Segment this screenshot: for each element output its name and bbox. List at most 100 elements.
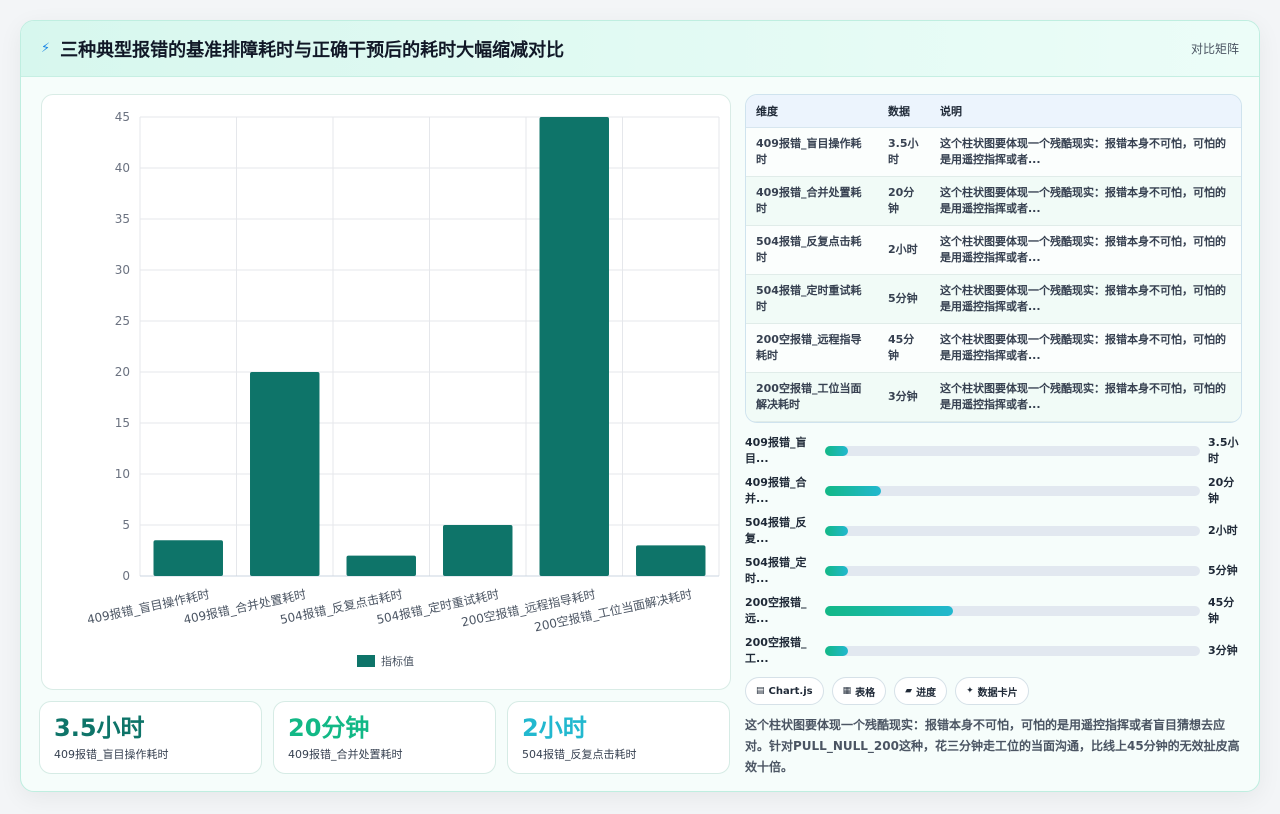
cell-description: 这个柱状图要体现一个残酷现实：报错本身不可怕，可怕的是用遥控指挥或者...	[930, 372, 1241, 422]
bar-chart-panel: 0 5 10 15 20 25 30 35 40 45 409报错_盲目操作耗时 409报错_合并处置…	[41, 94, 731, 690]
progress-track	[825, 486, 1200, 496]
legend-label: 指标值	[381, 654, 414, 668]
cell-data: 2小时	[878, 225, 930, 275]
progress-track	[825, 646, 1200, 656]
y-tick-label: 5	[122, 518, 130, 532]
cell-data: 3.5小时	[878, 127, 930, 177]
table-row: 200空报错_远程指导耗时 45分钟 这个柱状图要体现一个残酷现实：报错本身不可…	[746, 323, 1241, 373]
progress-label: 504报错_定时...	[745, 556, 807, 585]
progress-value: 20分钟	[1208, 476, 1235, 505]
progress-fill	[825, 486, 882, 496]
cell-dimension: 504报错_定时重试耗时	[746, 274, 878, 324]
progress-list: 409报错_盲目... 3.5小时 409报错_合并... 20分钟 504报错…	[745, 431, 1242, 671]
cell-dimension: 200空报错_远程指导耗时	[746, 323, 878, 373]
progress-value: 45分钟	[1208, 596, 1235, 625]
stat-value: 20分钟	[288, 714, 370, 742]
page-title: 三种典型报错的基准排障耗时与正确干预后的耗时大幅缩减对比	[60, 39, 565, 61]
x-tick-label: 200空报错_工位当面解决耗时	[533, 586, 694, 634]
sparkle-icon: ✦	[966, 686, 974, 696]
column-header: 维度	[746, 95, 878, 128]
cell-data: 5分钟	[878, 274, 930, 324]
y-tick-label: 40	[115, 161, 130, 175]
legend-swatch	[357, 655, 375, 667]
y-tick-label: 15	[115, 416, 130, 430]
column-header: 说明	[930, 95, 1241, 128]
progress-value: 5分钟	[1208, 564, 1238, 577]
y-tick-label: 20	[115, 365, 130, 379]
cell-description: 这个柱状图要体现一个残酷现实：报错本身不可怕，可怕的是用遥控指挥或者...	[930, 323, 1241, 373]
table-row: 504报错_定时重试耗时 5分钟 这个柱状图要体现一个残酷现实：报错本身不可怕，…	[746, 274, 1241, 324]
stat-label: 409报错_盲目操作耗时	[54, 748, 169, 761]
lightning-icon: ⚡	[41, 41, 51, 56]
progress-row: 504报错_反复... 2小时	[745, 511, 1242, 551]
cell-data: 20分钟	[878, 176, 930, 226]
chip-label: 数据卡片	[977, 687, 1018, 699]
progress-row: 200空报错_远... 45分钟	[745, 591, 1242, 631]
y-tick-label: 10	[115, 467, 130, 481]
bar	[153, 540, 223, 576]
table-header-row: 维度 数据 说明	[746, 95, 1241, 128]
cell-data: 45分钟	[878, 323, 930, 373]
progress-label: 200空报错_远...	[745, 596, 807, 625]
chip-label: 进度	[916, 687, 937, 699]
column-header: 数据	[878, 95, 930, 128]
stat-card: 3.5小时 409报错_盲目操作耗时	[39, 701, 262, 774]
cell-description: 这个柱状图要体现一个残酷现实：报错本身不可怕，可怕的是用遥控指挥或者...	[930, 127, 1241, 177]
chip-label: 表格	[855, 687, 876, 699]
progress-track	[825, 526, 1200, 536]
progress-row: 409报错_盲目... 3.5小时	[745, 431, 1242, 471]
progress-row: 409报错_合并... 20分钟	[745, 471, 1242, 511]
stat-card: 20分钟 409报错_合并处置耗时	[273, 701, 496, 774]
progress-fill	[825, 446, 848, 456]
bar	[346, 555, 416, 576]
progress-icon: ▰	[905, 686, 913, 696]
y-tick-label: 35	[115, 212, 130, 226]
progress-label: 409报错_盲目...	[745, 436, 807, 465]
bar	[539, 117, 609, 576]
chip-chartjs[interactable]: ▤ Chart.js	[745, 677, 824, 705]
progress-fill	[825, 646, 848, 656]
progress-label: 200空报错_工...	[745, 636, 807, 665]
header-tag: 对比矩阵	[1190, 42, 1239, 56]
table-row: 409报错_盲目操作耗时 3.5小时 这个柱状图要体现一个残酷现实：报错本身不可…	[746, 127, 1241, 177]
cell-dimension: 409报错_盲目操作耗时	[746, 127, 878, 177]
stat-label: 409报错_合并处置耗时	[288, 748, 403, 761]
table-icon: ▦	[842, 686, 852, 696]
table-row: 504报错_反复点击耗时 2小时 这个柱状图要体现一个残酷现实：报错本身不可怕，…	[746, 225, 1241, 275]
cell-dimension: 504报错_反复点击耗时	[746, 225, 878, 275]
summary-note: 这个柱状图要体现一个残酷现实：报错本身不可怕，可怕的是用遥控指挥或者盲目猜想去应…	[745, 718, 1240, 774]
progress-track	[825, 566, 1200, 576]
cell-description: 这个柱状图要体现一个残酷现实：报错本身不可怕，可怕的是用遥控指挥或者...	[930, 225, 1241, 275]
chip-data-cards[interactable]: ✦ 数据卡片	[955, 677, 1029, 705]
chart-icon: ▤	[756, 686, 765, 696]
cell-dimension: 200空报错_工位当面解决耗时	[746, 372, 878, 422]
dashboard-card: ⚡ 三种典型报错的基准排障耗时与正确干预后的耗时大幅缩减对比 对比矩阵 0 5 10…	[20, 20, 1260, 792]
progress-row: 200空报错_工... 3分钟	[745, 631, 1242, 671]
table-row: 200空报错_工位当面解决耗时 3分钟 这个柱状图要体现一个残酷现实：报错本身不…	[746, 372, 1241, 422]
y-tick-label: 30	[115, 263, 130, 277]
data-table: 维度 数据 说明 409报错_盲目操作耗时 3.5小时 这个柱状图要体现一个残酷…	[745, 94, 1242, 423]
bar-chart: 051015202530354045409报错_盲目操作耗时409报错_合并处置…	[86, 110, 720, 668]
progress-track	[825, 446, 1200, 456]
progress-value: 2小时	[1208, 524, 1238, 537]
stat-value: 3.5小时	[54, 714, 145, 742]
bar	[636, 545, 706, 576]
cell-description: 这个柱状图要体现一个残酷现实：报错本身不可怕，可怕的是用遥控指挥或者...	[930, 176, 1241, 226]
stat-card: 2小时 504报错_反复点击耗时	[507, 701, 730, 774]
chip-table[interactable]: ▦ 表格	[831, 677, 887, 705]
progress-fill	[825, 606, 953, 616]
progress-label: 409报错_合并...	[745, 476, 807, 505]
y-tick-label: 0	[122, 569, 130, 583]
view-chips: ▤ Chart.js ▦ 表格 ▰ 进度 ✦ 数据卡片	[745, 677, 1029, 705]
stat-value: 2小时	[522, 714, 587, 742]
table-row: 409报错_合并处置耗时 20分钟 这个柱状图要体现一个残酷现实：报错本身不可怕…	[746, 176, 1241, 226]
chip-progress[interactable]: ▰ 进度	[894, 677, 948, 705]
progress-value: 3.5小时	[1208, 436, 1239, 465]
header: ⚡ 三种典型报错的基准排障耗时与正确干预后的耗时大幅缩减对比 对比矩阵	[21, 21, 1259, 77]
stat-label: 504报错_反复点击耗时	[522, 748, 637, 761]
progress-fill	[825, 566, 848, 576]
cell-description: 这个柱状图要体现一个残酷现实：报错本身不可怕，可怕的是用遥控指挥或者...	[930, 274, 1241, 324]
bar	[443, 525, 513, 576]
y-tick-label: 25	[115, 314, 130, 328]
bar	[250, 372, 320, 576]
